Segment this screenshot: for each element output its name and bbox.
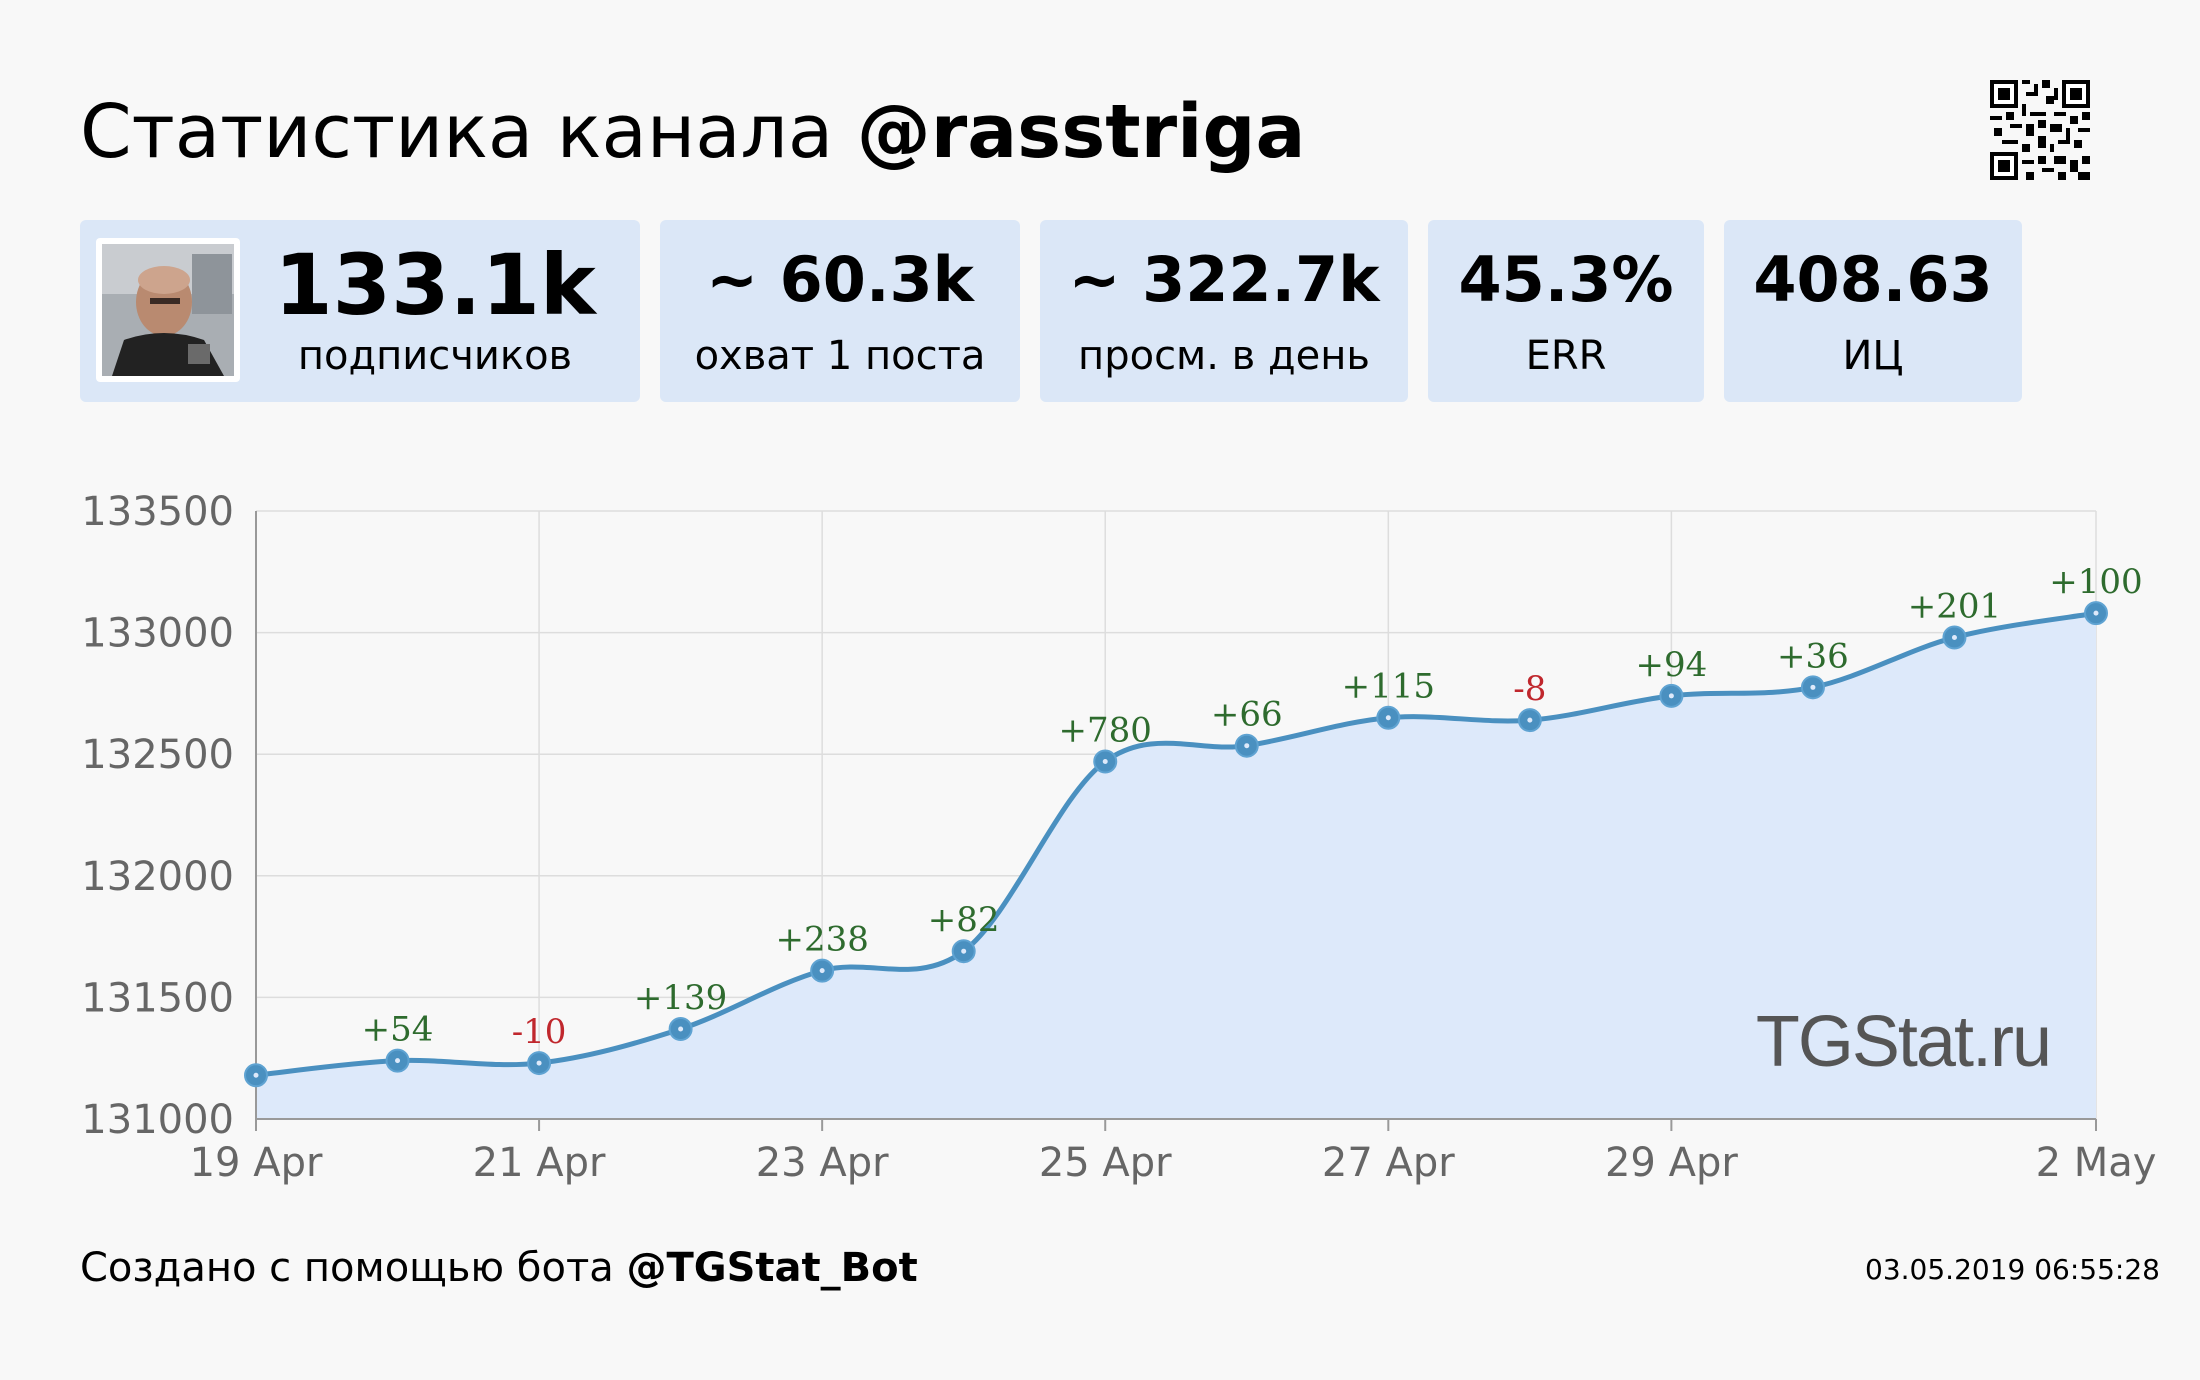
data-point-center xyxy=(678,1026,684,1032)
delta-label: +100 xyxy=(2049,562,2142,602)
x-tick-label: 2 May xyxy=(2036,1140,2157,1186)
data-point-center xyxy=(395,1058,401,1064)
generated-timestamp: 03.05.2019 06:55:28 xyxy=(1865,1253,2160,1286)
data-point-center xyxy=(1668,693,1674,699)
err-label: ERR xyxy=(1525,333,1607,379)
x-tick-label: 21 Apr xyxy=(473,1140,606,1186)
x-tick-label: 23 Apr xyxy=(756,1140,889,1186)
data-point-center xyxy=(1102,758,1108,764)
stat-card-reach: ~ 60.3k охват 1 поста xyxy=(660,220,1020,402)
stat-card-daily-views: ~ 322.7k просм. в день xyxy=(1040,220,1408,402)
delta-label: +82 xyxy=(928,900,1000,940)
reach-label: охват 1 поста xyxy=(694,333,986,379)
delta-label: +201 xyxy=(1908,586,2001,626)
area-fill xyxy=(256,613,2096,1119)
delta-label: +780 xyxy=(1059,710,1152,750)
delta-label: +94 xyxy=(1636,645,1708,685)
footer-prefix: Создано с помощью бота xyxy=(80,1245,614,1291)
y-tick-label: 132500 xyxy=(81,732,234,778)
err-value: 45.3% xyxy=(1458,243,1674,316)
delta-label: +115 xyxy=(1342,667,1435,707)
delta-label: -10 xyxy=(512,1012,567,1052)
subscribers-label: подписчиков xyxy=(297,333,573,379)
y-tick-label: 133500 xyxy=(81,489,234,535)
qr-code-icon xyxy=(1990,80,2090,180)
data-point-center xyxy=(2093,610,2099,616)
x-tick-label: 29 Apr xyxy=(1605,1140,1738,1186)
delta-label: -8 xyxy=(1513,669,1546,709)
y-tick-label: 131000 xyxy=(81,1097,234,1143)
data-point-center xyxy=(1810,684,1816,690)
data-point-center xyxy=(1244,743,1250,749)
citation-index-value: 408.63 xyxy=(1753,243,1993,316)
data-point-center xyxy=(961,948,967,954)
title-prefix: Статистика канала xyxy=(80,89,834,175)
data-point-center xyxy=(1951,634,1957,640)
delta-label: +54 xyxy=(362,1010,434,1050)
data-point-center xyxy=(1385,715,1391,721)
delta-label: +139 xyxy=(634,978,727,1018)
daily-views-value: ~ 322.7k xyxy=(1068,243,1380,316)
y-tick-label: 132000 xyxy=(81,854,234,900)
avatar-photo xyxy=(102,244,234,376)
stat-card-citation-index: 408.63 ИЦ xyxy=(1724,220,2022,402)
x-tick-label: 19 Apr xyxy=(190,1140,323,1186)
stat-card-err: 45.3% ERR xyxy=(1428,220,1704,402)
delta-label: +36 xyxy=(1777,636,1849,676)
footer-bot-link[interactable]: @TGStat_Bot xyxy=(626,1245,918,1291)
y-tick-label: 133000 xyxy=(81,611,234,657)
delta-label: +238 xyxy=(775,920,868,960)
delta-label: +66 xyxy=(1211,695,1283,735)
data-point-center xyxy=(536,1060,542,1066)
watermark: TGStat.ru xyxy=(1756,1002,2050,1082)
data-point-center xyxy=(1527,717,1533,723)
x-tick-label: 25 Apr xyxy=(1039,1140,1172,1186)
y-tick-label: 131500 xyxy=(81,975,234,1021)
footer-credit: Создано с помощью бота @TGStat_Bot xyxy=(80,1240,918,1296)
channel-name: @rasstriga xyxy=(856,89,1306,175)
data-point-center xyxy=(819,968,825,974)
x-tick-label: 27 Apr xyxy=(1322,1140,1455,1186)
subscribers-value: 133.1k xyxy=(274,236,596,334)
citation-index-label: ИЦ xyxy=(1842,333,1904,379)
reach-value: ~ 60.3k xyxy=(706,243,974,316)
channel-avatar xyxy=(96,238,240,382)
series-line xyxy=(255,610,2097,1078)
stat-card-subscribers: 133.1k подписчиков xyxy=(80,220,640,402)
daily-views-label: просм. в день xyxy=(1078,333,1370,379)
page-title: Статистика канала @rasstriga xyxy=(80,84,1305,180)
data-point-center xyxy=(253,1072,259,1078)
